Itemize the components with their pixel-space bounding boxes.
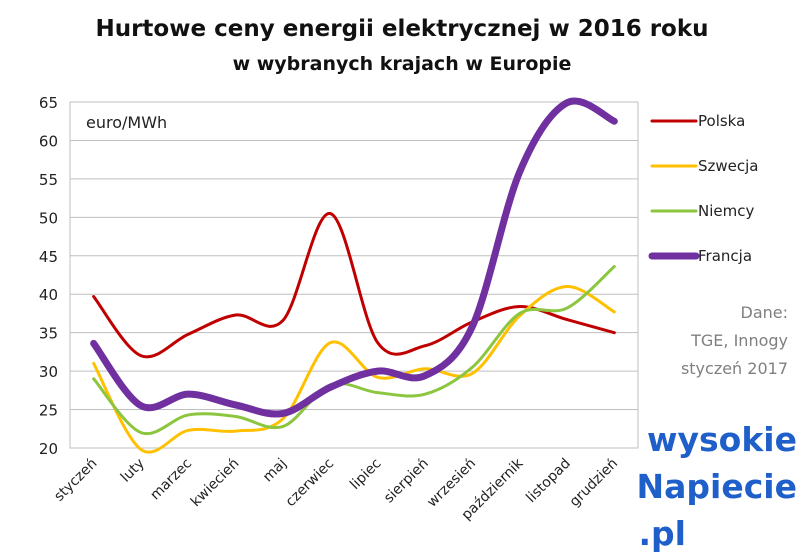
x-tick-label: lipiec bbox=[347, 456, 384, 493]
y-tick-label: 45 bbox=[39, 248, 58, 266]
legend-label-szwecja: Szwecja bbox=[698, 157, 759, 175]
logo-line: wysokie bbox=[647, 420, 797, 459]
source-note-line: TGE, Innogy bbox=[690, 331, 788, 350]
plot-area-border bbox=[69, 101, 639, 449]
series-line-francja bbox=[90, 97, 618, 418]
x-tick-label: styczeń bbox=[51, 456, 100, 505]
y-tick-label: 60 bbox=[39, 132, 58, 150]
y-tick-label: 25 bbox=[39, 402, 58, 420]
x-tick-label: maj bbox=[260, 456, 290, 486]
source-note-line: styczeń 2017 bbox=[681, 359, 788, 378]
y-tick-label: 30 bbox=[39, 363, 58, 381]
y-tick-label: 50 bbox=[39, 209, 58, 227]
series-line-polska bbox=[92, 211, 616, 359]
y-tick-label: 40 bbox=[39, 286, 58, 304]
x-tick-label: kwiecień bbox=[188, 456, 243, 511]
source-note: Dane: TGE, Innogy styczeń 2017 bbox=[681, 303, 788, 378]
logo-line: Napiecie bbox=[637, 467, 797, 506]
series-line-szwecja bbox=[92, 285, 616, 454]
gridlines bbox=[70, 101, 638, 411]
series-line-niemcy bbox=[92, 265, 616, 436]
legend-label-niemcy: Niemcy bbox=[698, 202, 754, 220]
y-tick-label: 55 bbox=[39, 171, 58, 189]
unit-label: euro/MWh bbox=[86, 113, 167, 132]
logo: wysokie Napiecie .pl bbox=[637, 420, 797, 553]
series-lines bbox=[90, 97, 618, 454]
y-tick-label: 20 bbox=[39, 440, 58, 458]
logo-line: .pl bbox=[639, 514, 686, 553]
x-tick-label: grudzień bbox=[567, 456, 622, 511]
x-tick-label: luty bbox=[118, 456, 148, 486]
y-axis-ticks: 20 25 30 35 40 45 50 55 60 65 bbox=[39, 94, 58, 458]
legend: Polska Szwecja Niemcy Francja bbox=[648, 112, 759, 265]
legend-label-francja: Francja bbox=[698, 247, 752, 265]
chart-title: Hurtowe ceny energii elektrycznej w 2016… bbox=[95, 16, 708, 42]
legend-label-polska: Polska bbox=[698, 112, 745, 130]
y-tick-label: 35 bbox=[39, 325, 58, 343]
source-note-line: Dane: bbox=[741, 303, 789, 322]
chart-subtitle: w wybranych krajach w Europie bbox=[233, 53, 572, 75]
y-tick-label: 65 bbox=[39, 94, 58, 112]
x-tick-label: marzec bbox=[147, 456, 195, 504]
x-tick-label: czerwiec bbox=[283, 456, 338, 511]
